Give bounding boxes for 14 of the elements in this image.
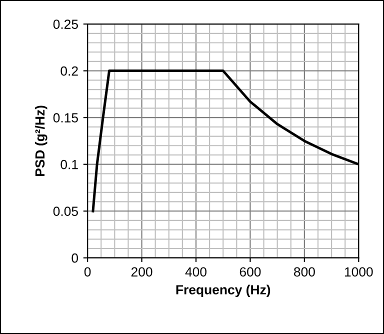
y-tick-label: 0.1 (60, 160, 78, 170)
y-tick-label: 0.05 (53, 206, 78, 216)
x-tick-label: 0 (84, 267, 91, 277)
y-tick-label: 0.2 (60, 66, 78, 76)
y-tick-label: 0.15 (53, 113, 78, 122)
y-tick-label: 0 (72, 253, 78, 263)
x-tick-label: 1000 (344, 267, 373, 277)
y-axis-title: PSD (g²/Hz) (34, 106, 48, 176)
x-tick-label: 800 (294, 267, 315, 277)
x-tick-label: 200 (131, 267, 152, 277)
x-tick-label: 400 (185, 267, 206, 277)
y-tick-label: 0.25 (53, 20, 78, 29)
x-tick-label: 600 (240, 267, 261, 277)
x-axis-title: Frequency (Hz) (176, 284, 270, 298)
